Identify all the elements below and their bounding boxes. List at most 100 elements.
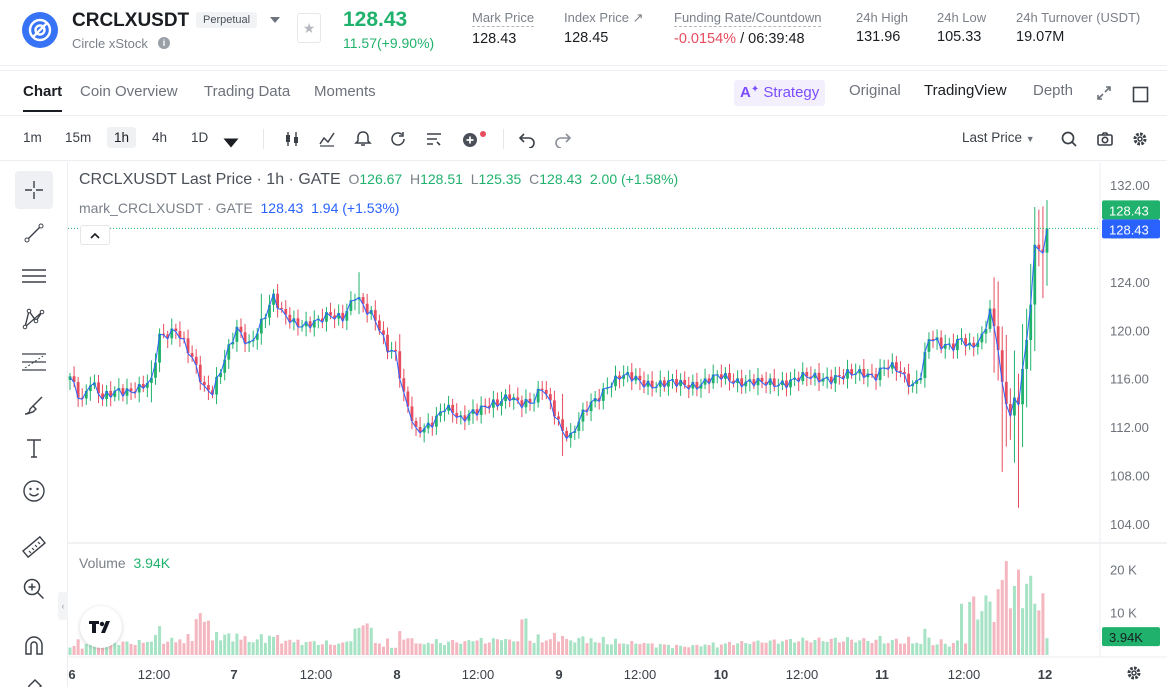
candle-body [276,293,280,308]
price-chart[interactable]: 132.00128.00124.00120.00116.00112.00108.… [68,162,1167,687]
volume-bars [68,561,1049,655]
search-icon[interactable] [1060,130,1078,148]
chart-settings-icon[interactable] [1125,664,1143,682]
interval-dropdown-chevron-icon[interactable] [222,134,240,152]
undo-icon[interactable] [518,130,536,148]
legend-title[interactable]: CRCLXUSDT Last Price · 1h · GATE [79,171,341,188]
text-tool-icon[interactable] [15,429,53,467]
fib-retracement-icon[interactable] [15,343,53,381]
interval-1m[interactable]: 1m [23,130,42,145]
view-depth[interactable]: Depth [1033,82,1074,99]
symbol-name[interactable]: CRCLXUSDT [72,10,190,31]
legend-low: 125.35 [478,171,522,187]
stat-label[interactable]: Index Price ↗ [564,10,644,26]
volume-bar [243,636,247,655]
strategy-button[interactable]: A✦ Strategy [734,80,826,106]
candle-body [84,390,88,399]
time-tick-label: 9 [555,667,562,682]
add-plugin-icon[interactable] [461,130,487,148]
volume-bar [272,636,276,655]
trend-line-icon[interactable] [15,214,53,252]
volume-label[interactable]: Volume [79,555,126,571]
candle-body [760,377,764,382]
interval-1d[interactable]: 1D [191,130,209,145]
tab-trading-data[interactable]: Trading Data [204,83,291,100]
window-icon[interactable] [1132,86,1149,103]
candle-body [1021,368,1024,405]
fullscreen-icon[interactable] [1096,85,1112,101]
candle-body [736,378,740,384]
mark-legend-title[interactable]: mark_CRCLXUSDT · GATE [79,200,253,216]
gear-icon[interactable] [1131,130,1149,148]
external-link-icon[interactable]: ↗ [632,10,644,25]
crosshair-icon[interactable] [15,171,53,209]
alert-icon[interactable] [354,130,372,148]
magnet-icon[interactable] [15,627,53,665]
price-tick-label: 132.00 [1110,178,1150,193]
asset-full-name: Circle xStock [72,36,148,51]
mark-price-tag-label: 128.43 [1109,222,1149,237]
view-original[interactable]: Original [849,82,901,99]
chart-legend-main: CRCLXUSDT Last Price · 1h · GATE O126.67… [79,171,678,189]
interval-4h[interactable]: 4h [152,130,168,145]
candle-body [109,390,113,397]
brush-icon[interactable] [15,386,53,424]
replay-icon[interactable] [389,130,407,148]
volume-bar [125,641,129,655]
volume-bar [96,640,100,655]
volume-bar [951,643,955,655]
emoji-icon[interactable] [15,472,53,510]
interval-1h[interactable]: 1h [107,127,137,148]
pencil-icon[interactable] [15,668,53,687]
volume-bar [495,639,499,655]
price-type-select[interactable]: Last Price ▼ [962,130,1035,145]
interval-15m[interactable]: 15m [65,130,92,145]
ai-icon: A [740,84,751,101]
volume-bar [329,644,333,655]
tab-chart[interactable]: Chart [23,83,63,112]
candle-body [744,381,748,387]
volume-bar [992,621,996,655]
ruler-icon[interactable] [15,528,53,566]
favorite-star-icon[interactable]: ★ [297,13,321,43]
candle-body [675,379,678,387]
volume-bar [68,647,72,655]
templates-icon[interactable] [425,130,443,148]
volume-bar [186,634,190,655]
volume-bar [1017,569,1021,655]
stat-label[interactable]: Mark Price [472,10,535,27]
symbol-dropdown-chevron-icon[interactable] [270,17,280,23]
volume-bar [76,639,80,655]
candle-body [976,342,980,348]
volume-bar [117,645,121,655]
tab-moments[interactable]: Moments [314,83,376,100]
collapse-legend-button[interactable] [80,225,110,245]
collapse-toolbar-icon[interactable]: ‹ [58,592,68,620]
candle-body [557,416,560,420]
tab-coin-overview[interactable]: Coin Overview [80,83,178,100]
volume-bar [215,631,219,655]
candle-body [434,415,438,427]
volume-bar [829,638,833,655]
pattern-icon[interactable] [15,300,53,338]
redo-icon[interactable] [554,130,572,148]
volume-bar [601,636,605,655]
candle-type-icon[interactable] [283,130,301,148]
candle-body [805,371,809,377]
candle-body [996,326,1000,351]
camera-icon[interactable] [1096,130,1114,148]
volume-bar [727,641,731,655]
legend-c-label: C [529,171,540,187]
indicators-icon[interactable] [318,130,336,148]
horizontal-lines-icon[interactable] [15,257,53,295]
volume-bar [292,642,296,655]
info-icon[interactable]: i [158,37,170,49]
candle-body [154,362,157,378]
volume-bar [198,613,202,655]
view-tradingview[interactable]: TradingView [924,82,1007,99]
tradingview-logo[interactable] [80,606,122,648]
chevron-down-icon: ▼ [1025,134,1035,144]
stat-label[interactable]: Funding Rate/Countdown [674,10,822,27]
price-tick-label: 124.00 [1110,275,1150,290]
zoom-in-icon[interactable] [15,570,53,608]
